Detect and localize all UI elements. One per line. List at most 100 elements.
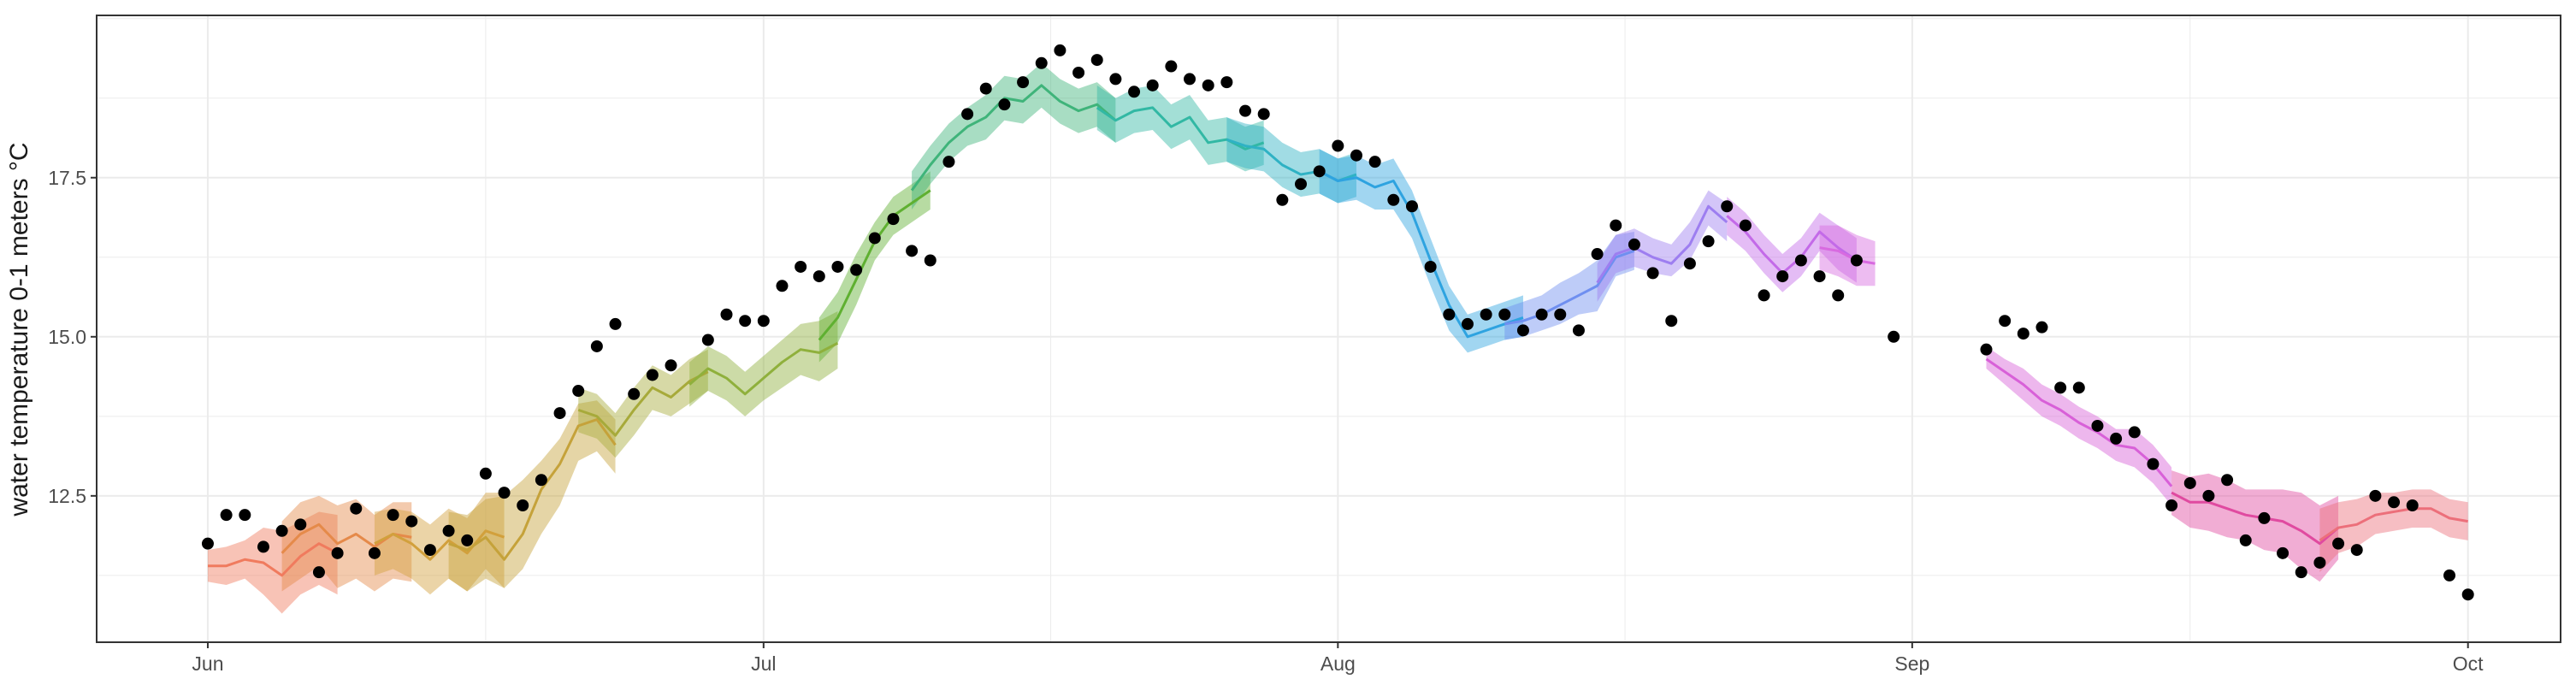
y-axis: 12.5 15.0 17.5 xyxy=(48,167,97,507)
observed-point xyxy=(1184,73,1196,86)
forecast-line xyxy=(910,84,1117,192)
observed-point xyxy=(1239,104,1252,117)
observed-point xyxy=(1480,308,1492,321)
observed-point xyxy=(1054,44,1066,56)
observed-point xyxy=(665,359,677,372)
observed-point xyxy=(1776,270,1789,283)
observed-point xyxy=(423,544,436,557)
observed-point xyxy=(2165,499,2178,512)
observed-point xyxy=(1850,254,1863,267)
observed-point xyxy=(257,540,269,553)
observed-point xyxy=(609,317,622,330)
observed-point xyxy=(757,315,770,328)
x-axis: Jun Jul Aug Sep Oct xyxy=(192,642,2484,675)
observed-point xyxy=(201,537,214,550)
observed-point xyxy=(2128,426,2141,439)
observed-point xyxy=(1295,178,1308,191)
observed-point xyxy=(2369,489,2382,502)
forecast-line xyxy=(1096,106,1265,151)
observed-point xyxy=(553,407,566,420)
forecast-line xyxy=(688,341,839,396)
forecast-line xyxy=(1596,204,1728,284)
forecast-line xyxy=(1985,357,2173,487)
observed-point xyxy=(2388,496,2401,509)
observed-point xyxy=(590,340,603,352)
observed-point xyxy=(2017,328,2029,340)
observed-point xyxy=(1610,219,1622,232)
observed-points xyxy=(201,44,2474,601)
observed-point xyxy=(479,467,492,480)
observed-point xyxy=(1350,149,1362,162)
forecast-line xyxy=(1318,169,1524,339)
y-tick-label: 12.5 xyxy=(48,485,86,507)
plot-panel-border xyxy=(96,15,2561,643)
observed-point xyxy=(1516,324,1529,337)
observed-point xyxy=(1794,254,1807,267)
observed-point xyxy=(924,254,936,267)
observed-point xyxy=(2295,566,2307,579)
observed-point xyxy=(1535,308,1548,321)
observed-point xyxy=(795,260,807,273)
observed-point xyxy=(2035,321,2048,334)
observed-point xyxy=(535,474,547,487)
observed-point xyxy=(701,334,714,346)
x-tick-label: Jul xyxy=(751,652,776,675)
forecast-line xyxy=(207,542,339,577)
observed-point xyxy=(1980,343,1993,356)
observed-point xyxy=(2110,432,2123,445)
observed-point xyxy=(1461,317,1474,330)
observed-point xyxy=(1665,315,1678,328)
observed-point xyxy=(1017,76,1030,89)
observed-point xyxy=(1591,248,1604,261)
observed-point xyxy=(312,566,325,579)
observed-point xyxy=(1035,56,1048,69)
observed-point xyxy=(961,108,974,121)
observed-point xyxy=(812,270,825,283)
forecast-band xyxy=(1226,117,1356,204)
observed-point xyxy=(1424,260,1437,273)
observed-point xyxy=(405,515,418,528)
observed-point xyxy=(1572,324,1585,337)
forecast-band xyxy=(818,171,931,363)
forecast-lines xyxy=(207,84,2468,577)
forecast-band xyxy=(912,62,1116,210)
x-tick-label: Oct xyxy=(2453,652,2484,675)
observed-point xyxy=(1832,289,1845,302)
forecast-line xyxy=(2171,491,2340,546)
observed-point xyxy=(2147,458,2159,470)
observed-point xyxy=(1257,108,1270,121)
observed-point xyxy=(1554,308,1567,321)
observed-point xyxy=(628,387,641,400)
observed-point xyxy=(1109,73,1122,86)
observed-point xyxy=(239,509,251,522)
observed-point xyxy=(1128,86,1141,98)
observed-point xyxy=(1721,200,1734,213)
forecast-band xyxy=(1319,149,1523,353)
observed-point xyxy=(1090,54,1103,67)
observed-point xyxy=(1628,238,1640,251)
observed-point xyxy=(2332,537,2345,550)
observed-point xyxy=(2239,534,2252,546)
observed-point xyxy=(275,524,288,537)
observed-point xyxy=(461,534,474,546)
observed-point xyxy=(1405,200,1418,213)
observed-point xyxy=(646,369,659,381)
observed-point xyxy=(1332,139,1344,152)
observed-point xyxy=(1739,219,1752,232)
observed-point xyxy=(498,487,511,499)
observed-point xyxy=(739,315,752,328)
observed-point xyxy=(1276,193,1289,206)
observed-point xyxy=(442,524,455,537)
y-tick-label: 15.0 xyxy=(48,326,86,348)
observed-point xyxy=(2183,476,2196,489)
observed-point xyxy=(387,509,399,522)
observed-point xyxy=(942,156,955,168)
observed-point xyxy=(2072,381,2085,394)
observed-point xyxy=(1368,156,1381,168)
forecast-band xyxy=(689,311,838,416)
observed-point xyxy=(2406,499,2419,512)
observed-point xyxy=(2202,489,2215,502)
forecast-line xyxy=(1819,246,1876,265)
